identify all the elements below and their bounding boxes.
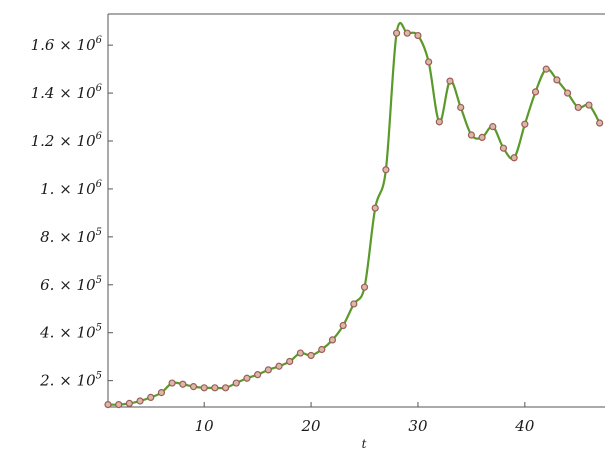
x-tick-label: 20 [301,417,322,435]
data-point [563,89,572,97]
data-point [125,399,133,408]
data-point [296,349,304,357]
data-point [392,29,401,37]
data-point [585,101,593,109]
data-point [275,362,283,370]
y-tick-label: 1.4 × 106 [31,83,103,102]
y-tick-label: 4. × 105 [39,323,102,342]
y-tick-label: 1.6 × 106 [31,35,103,54]
data-point [425,58,433,66]
data-point [243,374,251,382]
data-point [542,65,550,73]
data-point [467,131,475,139]
data-point [157,389,166,397]
data-point [221,384,230,392]
data-point [499,144,508,152]
data-point [350,300,358,308]
x-tick-label: 40 [514,417,535,435]
series-group [104,21,604,409]
data-point [318,345,326,354]
data-point [521,120,529,128]
data-point [254,371,262,379]
data-point [168,379,176,387]
y-tick-label: 1.2 × 106 [31,131,103,150]
data-point [596,119,604,127]
data-point [200,384,208,392]
x-axis: 10 20 30 40 [195,402,535,435]
data-point [286,357,294,366]
y-axis: 2. × 105 4. × 105 6. × 105 8. × 105 1. × 106… [31,35,113,390]
data-point [489,123,497,131]
data-point [104,401,112,409]
data-point [115,401,123,409]
data-point [371,204,379,212]
data-point [232,379,240,387]
data-point [339,321,347,330]
data-point [307,351,315,360]
data-point [360,283,369,291]
x-axis-title: t [362,437,367,451]
y-tick-label: 6. × 105 [40,275,102,294]
data-point [414,31,422,40]
data-point [136,397,144,405]
data-point [435,118,443,126]
data-point [328,336,337,344]
data-point [574,103,582,112]
data-point [179,380,187,388]
data-point [189,383,198,391]
data-point [403,29,411,37]
data-point [211,384,219,392]
data-point [446,77,454,85]
x-tick-label: 10 [195,417,215,435]
series-line [108,21,601,406]
data-point [478,133,486,142]
data-point [510,154,518,162]
data-point [264,366,272,374]
data-point [457,103,465,112]
data-point [147,393,155,402]
y-tick-label: 2. × 105 [39,371,102,390]
y-tick-label: 8. × 105 [40,227,102,246]
data-point [382,166,390,174]
x-tick-label: 30 [408,417,428,435]
data-point [531,88,540,96]
y-tick-label: 1. × 106 [40,179,103,198]
data-point [553,76,561,84]
plot-frame [107,13,605,408]
